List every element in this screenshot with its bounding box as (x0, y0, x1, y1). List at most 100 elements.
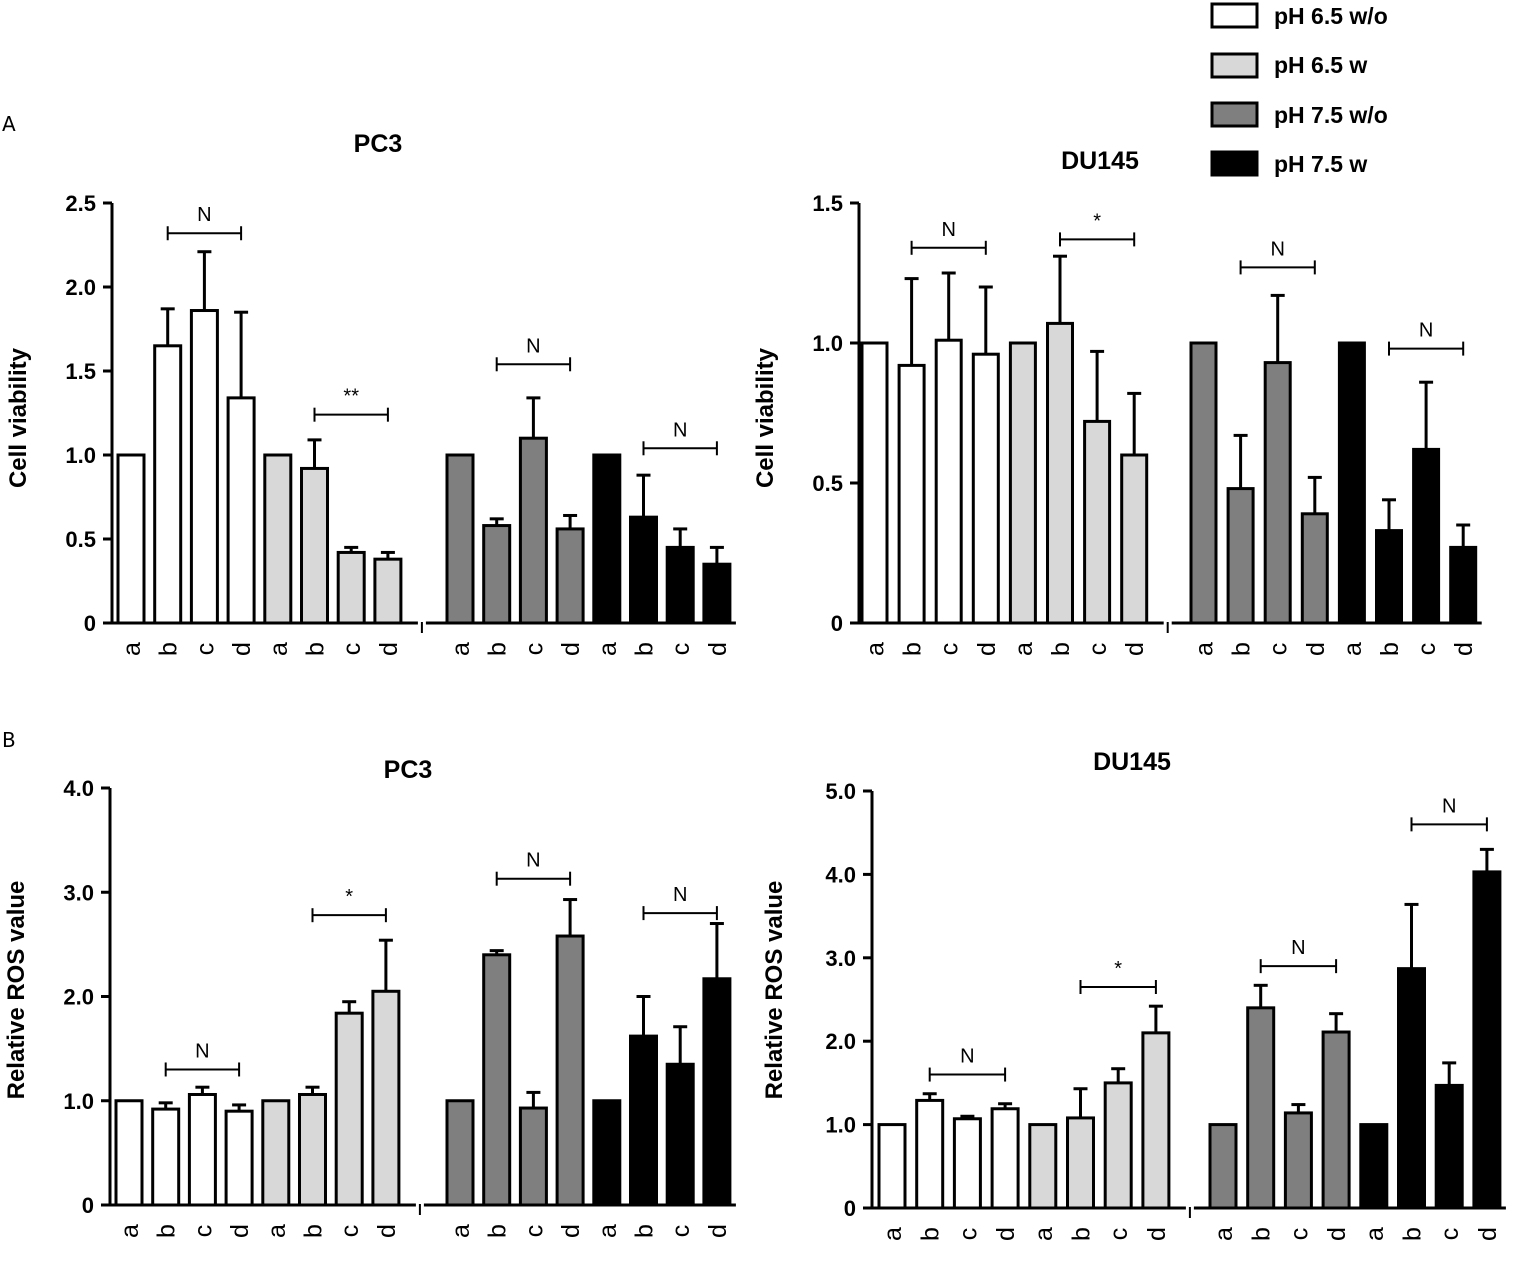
panel-label-a: A (2, 112, 16, 136)
chart-title: DU145 (1093, 748, 1171, 776)
bar-ph75-w-a (592, 1099, 622, 1207)
significance-label: N (526, 335, 540, 357)
bar-ph65-wo-d (224, 1109, 254, 1207)
x-tick-label: b (631, 642, 659, 656)
x-tick-label: b (155, 642, 183, 656)
x-tick-label: d (704, 1224, 732, 1238)
x-tick-label: c (936, 643, 964, 656)
x-tick-label: b (1399, 1227, 1427, 1241)
significance-label: N (673, 884, 687, 906)
bar-ph75-wo-c (1263, 361, 1292, 625)
x-tick-label: c (520, 643, 548, 656)
bar-ph75-w-a (1359, 1123, 1389, 1210)
bar-ph65-wo-b (151, 1107, 181, 1207)
bar-ph65-wo-c (952, 1117, 982, 1210)
x-tick-label: b (484, 1224, 512, 1238)
bar-ph65-w-c (334, 1011, 364, 1207)
bar-ph75-w-b (629, 515, 658, 625)
x-tick-label: d (373, 1224, 401, 1238)
bar-ph65-w-b (298, 1092, 327, 1207)
bar-ph65-w-d (1120, 453, 1149, 625)
legend: pH 6.5 w/o pH 6.5 w pH 7.5 w/o pH 7.5 w (1210, 2, 1388, 177)
significance-label: ** (343, 386, 359, 408)
bar-ph65-w-a (1028, 1123, 1058, 1210)
bar-ph65-wo-a (114, 1099, 144, 1207)
x-tick-label: a (1361, 1227, 1389, 1241)
x-tick-label: b (899, 642, 927, 656)
bar-ph65-w-c (1103, 1081, 1133, 1210)
x-tick-label: c (1436, 1228, 1464, 1241)
x-tick-label: c (189, 1225, 217, 1238)
bar-ph75-wo-b (1226, 487, 1255, 625)
bar-ph65-wo-c (187, 1092, 217, 1207)
significance-label: N (1291, 937, 1305, 959)
significance-label: * (345, 886, 353, 908)
significance-label: * (1114, 958, 1122, 980)
y-tick-label: 3.0 (63, 880, 94, 905)
x-tick-label: c (667, 1225, 695, 1238)
bar-ph65-wo-b (915, 1098, 945, 1210)
legend-label-ph65-wo: pH 6.5 w/o (1274, 3, 1388, 29)
legend-item-ph65-w: pH 6.5 w (1210, 52, 1367, 79)
bar-ph75-w-c (1434, 1083, 1464, 1210)
x-tick-label: d (557, 642, 585, 656)
legend-label-ph75-wo: pH 7.5 w/o (1274, 102, 1388, 128)
significance-label: N (1270, 238, 1284, 260)
bar-ph65-wo-d (971, 352, 1000, 625)
legend-item-ph75-wo: pH 7.5 w/o (1210, 101, 1388, 128)
x-tick-label: c (1105, 1228, 1133, 1241)
bar-ph65-w-d (1141, 1031, 1171, 1210)
bar-ph75-w-c (665, 545, 695, 625)
x-tick-label: a (263, 1224, 291, 1238)
bar-ph65-w-a (261, 1099, 291, 1207)
x-tick-label: c (667, 643, 695, 656)
y-tick-label: 1.5 (812, 191, 843, 216)
bar-ph65-wo-a (877, 1123, 907, 1210)
significance-label: N (526, 850, 540, 872)
x-tick-label: c (191, 643, 219, 656)
bar-ph75-w-c (1412, 447, 1441, 625)
significance-label: N (195, 1040, 209, 1062)
x-tick-label: a (1210, 1227, 1238, 1241)
bar-ph75-wo-b (1246, 1006, 1276, 1210)
bar-ph75-w-d (1449, 545, 1478, 625)
bar-ph75-wo-a (445, 453, 475, 625)
x-tick-label: c (954, 1228, 982, 1241)
significance-label: * (1093, 210, 1101, 232)
x-tick-label: c (1265, 643, 1293, 656)
x-tick-label: d (375, 642, 403, 656)
x-tick-label: d (1323, 1227, 1351, 1241)
y-axis-label: Relative ROS value (761, 881, 788, 1100)
x-tick-label: a (862, 642, 890, 656)
x-tick-label: b (300, 1224, 328, 1238)
bar-ph65-wo-a (860, 341, 889, 625)
bar-ph65-wo-c (934, 338, 963, 625)
y-tick-label: 0 (84, 611, 96, 636)
legend-swatch-ph75-w (1210, 150, 1259, 177)
bar-ph75-w-a (592, 453, 622, 625)
bar-ph75-wo-c (518, 1106, 548, 1207)
bar-ph75-w-d (702, 562, 732, 625)
bar-ph65-wo-d (226, 396, 256, 625)
x-tick-label: b (153, 1224, 181, 1238)
x-tick-label: b (631, 1224, 659, 1238)
bar-ph65-wo-c (189, 309, 219, 625)
bar-ph75-wo-c (518, 436, 548, 625)
y-axis-label: Relative ROS value (3, 881, 30, 1100)
y-tick-label: 1.0 (825, 1113, 856, 1138)
x-tick-label: a (1191, 642, 1219, 656)
x-tick-label: b (1248, 1227, 1276, 1241)
bar-ph65-w-c (336, 550, 366, 625)
bar-ph75-w-d (702, 977, 732, 1207)
legend-label-ph75-w: pH 7.5 w (1274, 151, 1367, 177)
x-tick-label: c (336, 1225, 364, 1238)
y-tick-label: 0 (844, 1196, 856, 1221)
chart-title: DU145 (1061, 147, 1139, 175)
x-tick-label: b (1068, 1227, 1096, 1241)
x-tick-label: c (1413, 643, 1441, 656)
bar-ph75-wo-d (1300, 512, 1329, 625)
bar-ph75-wo-b (482, 524, 512, 625)
x-tick-label: d (226, 1224, 254, 1238)
x-tick-label: a (1010, 642, 1038, 656)
bar-ph75-w-b (629, 1034, 658, 1207)
